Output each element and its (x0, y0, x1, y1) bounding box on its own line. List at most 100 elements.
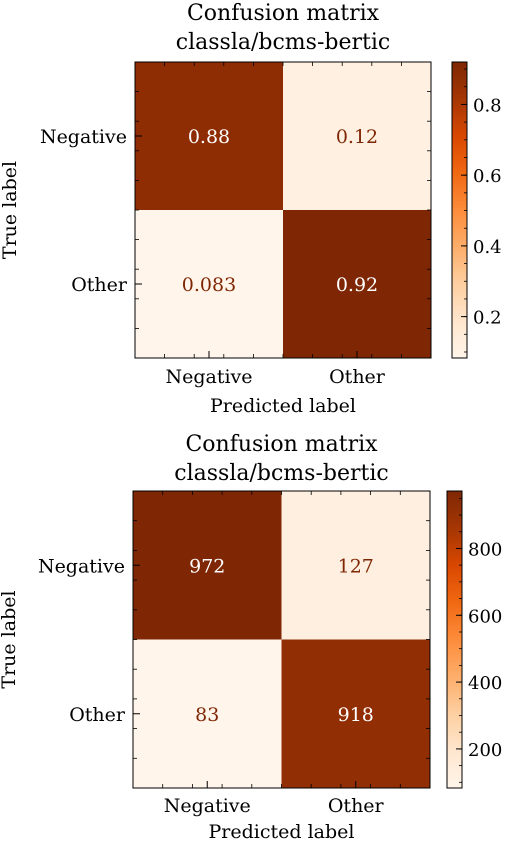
colorbar-tick-label: 600 (468, 606, 502, 627)
colorbar-segment (452, 148, 467, 152)
colorbar-segment (447, 748, 462, 752)
colorbar-segment (447, 703, 462, 707)
matrix-cell (283, 210, 431, 358)
colorbar-segment (447, 775, 462, 779)
colorbar-segment (452, 251, 467, 255)
matrix-cell (281, 491, 430, 640)
colorbar-segment (452, 197, 467, 201)
colorbar-segment (452, 116, 467, 120)
colorbar-segment (452, 286, 467, 290)
colorbar-segment (447, 577, 462, 581)
colorbar-segment (452, 321, 467, 325)
cell-value-label: 127 (338, 555, 374, 577)
colorbar-segment (447, 736, 462, 740)
confusion-matrix-2: Confusion matrix classla/bcms-bertic 972 12… (0, 432, 502, 843)
colorbar-segment (447, 765, 462, 769)
colorbar-segment (447, 538, 462, 542)
colorbar-segment (447, 523, 462, 527)
colorbar-segment (452, 328, 467, 332)
colorbar-segment (452, 306, 467, 310)
colorbar-segment (452, 138, 467, 142)
colorbar-segment (447, 689, 462, 693)
colorbar-segment (447, 540, 462, 544)
colorbar-segment (447, 575, 462, 579)
colorbar-segment (452, 210, 467, 214)
colorbar-segment (447, 528, 462, 532)
colorbar-segment (452, 316, 467, 320)
colorbar-segment (452, 217, 467, 221)
cell-value-label: 0.083 (182, 274, 236, 296)
colorbar-segment (447, 696, 462, 700)
colorbar-segment (452, 224, 467, 228)
colorbar-segment (447, 557, 462, 561)
colorbar-segment (452, 86, 467, 90)
colorbar-segment (447, 500, 462, 504)
matrix-cell (133, 639, 282, 788)
colorbar-segment (452, 271, 467, 275)
x-tick-label: Negative (165, 366, 252, 388)
colorbar: 0.2 0.4 0.6 0.8 (451, 61, 502, 359)
colorbar-segment (452, 81, 467, 85)
cell-value-label: 0.92 (336, 274, 378, 296)
colorbar-segment (447, 632, 462, 636)
colorbar-segment (452, 96, 467, 100)
colorbar-segment (447, 659, 462, 663)
colorbar-segment (447, 646, 462, 650)
colorbar-segment (452, 333, 467, 337)
colorbar-segment (452, 293, 467, 297)
chart-title-line: Confusion matrix (187, 1, 380, 26)
cell-value-label: 972 (189, 555, 225, 577)
colorbar-segment (452, 296, 467, 300)
colorbar-segment (452, 94, 467, 98)
colorbar-segment (447, 743, 462, 747)
colorbar-segment (452, 123, 467, 127)
colorbar-segment (447, 570, 462, 574)
colorbar-segment (452, 234, 467, 238)
colorbar-segment (447, 639, 462, 643)
colorbar-segment (447, 773, 462, 777)
colorbar-segment (452, 249, 467, 253)
colorbar-segment (447, 602, 462, 606)
colorbar-segment (447, 780, 462, 784)
colorbar-segment (447, 530, 462, 534)
colorbar-segment (452, 200, 467, 204)
y-tick-label: Negative (40, 126, 127, 148)
colorbar-segment (452, 313, 467, 317)
colorbar-segment (447, 597, 462, 601)
colorbar-segment (452, 264, 467, 268)
colorbar-segment (447, 580, 462, 584)
colorbar-segment (447, 617, 462, 621)
colorbar-segment (452, 212, 467, 216)
colorbar-segment (447, 669, 462, 673)
colorbar-segment (452, 202, 467, 206)
colorbar-segment (452, 158, 467, 162)
colorbar-segment (447, 525, 462, 529)
colorbar-segment (447, 686, 462, 690)
colorbar-segment (447, 550, 462, 554)
colorbar-segment (447, 592, 462, 596)
y-tick-label: Negative (38, 555, 125, 577)
colorbar-segment (447, 654, 462, 658)
colorbar-segment (452, 103, 467, 107)
colorbar-segment (447, 552, 462, 556)
colorbar-segment (447, 609, 462, 613)
colorbar-segment (447, 698, 462, 702)
colorbar-segment (447, 590, 462, 594)
matrix-cell (283, 62, 431, 210)
colorbar-segment (452, 71, 467, 75)
colorbar-segment (447, 560, 462, 564)
colorbar-segment (452, 177, 467, 181)
chart-title-line: classla/bcms-bertic (174, 461, 388, 486)
colorbar-segment (452, 311, 467, 315)
colorbar-segment (452, 281, 467, 285)
colorbar-segment (452, 256, 467, 260)
colorbar-segment (447, 505, 462, 509)
colorbar-segment (452, 261, 467, 265)
colorbar-frame (451, 61, 468, 359)
colorbar-segment (452, 101, 467, 105)
colorbar-segment (452, 239, 467, 243)
colorbar-segment (452, 126, 467, 130)
colorbar-segment (452, 111, 467, 115)
colorbar-segment (447, 567, 462, 571)
